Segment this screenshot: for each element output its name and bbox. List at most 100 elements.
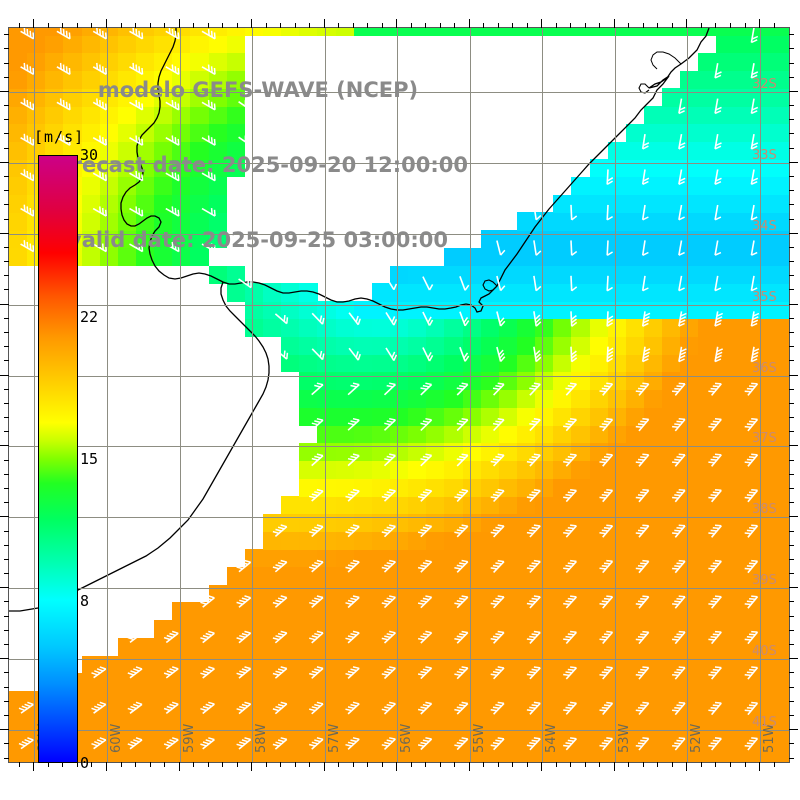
tick-mark [106,762,107,771]
data-cell [335,478,355,497]
data-cell [480,389,500,408]
data-cell [770,673,789,692]
data-cell [335,460,355,479]
data-cell [662,28,681,36]
data-cell [643,637,663,657]
data-cell [770,28,789,36]
data-cell [589,602,609,621]
data-cell [462,691,482,710]
lat-label: 36S [752,360,777,376]
data-cell [45,28,64,36]
tick-mark [789,573,794,575]
data-cell [27,35,46,54]
data-cell [680,460,699,479]
data-cell [770,52,789,72]
data-cell [770,176,789,196]
data-cell [589,247,609,267]
data-cell [462,531,482,550]
data-cell [698,567,717,586]
colorbar-tick: 15 [80,450,99,468]
data-cell [625,425,645,444]
data-cell [335,354,355,373]
tick-mark [686,19,688,28]
data-cell [734,212,754,231]
data-cell [734,70,754,89]
tick-mark [789,686,794,688]
tick-mark [789,105,794,106]
data-cell [281,567,300,586]
data-cell [389,531,409,550]
data-cell [299,336,318,355]
data-cell [662,425,681,444]
tick-mark [789,161,798,163]
data-cell [734,283,754,302]
data-cell [643,602,663,621]
lat-label: 41S [752,715,777,731]
data-cell [625,691,645,710]
data-cell [154,708,173,728]
data-cell [625,176,645,196]
data-cell [389,336,409,355]
tick-mark [47,762,49,767]
data-cell [426,496,445,515]
data-cell [553,531,572,550]
data-cell [389,602,409,621]
data-cell [281,354,300,373]
data-cell [716,460,736,479]
data-cell [154,744,173,762]
data-cell [516,567,536,586]
tick-mark [0,729,9,731]
data-cell [571,673,590,692]
tick-mark [789,246,794,248]
data-cell [244,318,264,338]
data-cell [607,567,627,586]
data-cell [625,620,645,639]
data-cell [752,106,772,125]
tick-mark [789,388,794,390]
data-cell [498,620,518,639]
data-cell [734,106,754,125]
data-cell [607,673,627,692]
data-cell [716,602,736,621]
tick-mark [789,346,794,348]
tick-mark [789,34,794,36]
data-cell [498,283,518,302]
tick-mark [483,23,485,28]
data-cell [335,496,355,515]
data-cell [317,460,337,479]
data-cell [299,460,318,479]
data-cell [662,549,681,568]
data-cell [299,283,318,302]
data-cell [553,478,572,497]
gridline-lat [9,517,789,519]
colorbar-tick: 30 [80,146,99,164]
data-cell [571,283,590,302]
tick-mark [789,544,794,546]
data-cell [553,265,572,284]
data-cell [480,336,500,355]
data-cell [535,691,554,710]
data-cell [498,637,518,657]
data-cell [589,194,609,213]
tick-mark [657,762,659,767]
data-cell [716,549,736,568]
tick-mark [4,459,9,461]
data-cell [9,28,28,36]
data-cell [244,691,264,710]
tick-mark [789,374,798,376]
tick-mark [599,762,601,767]
tick-mark [164,23,165,28]
data-cell [770,265,789,284]
lon-label: 53W [616,723,632,753]
data-cell [299,673,318,692]
data-cell [136,673,155,692]
data-cell [607,425,627,444]
tick-mark [789,558,794,560]
data-cell [9,70,28,89]
data-cell [643,691,663,710]
data-cell [480,318,500,338]
data-cell [553,336,572,355]
data-cell [99,28,119,36]
colorbar-tick: 22 [80,308,99,327]
data-cell [389,389,409,408]
